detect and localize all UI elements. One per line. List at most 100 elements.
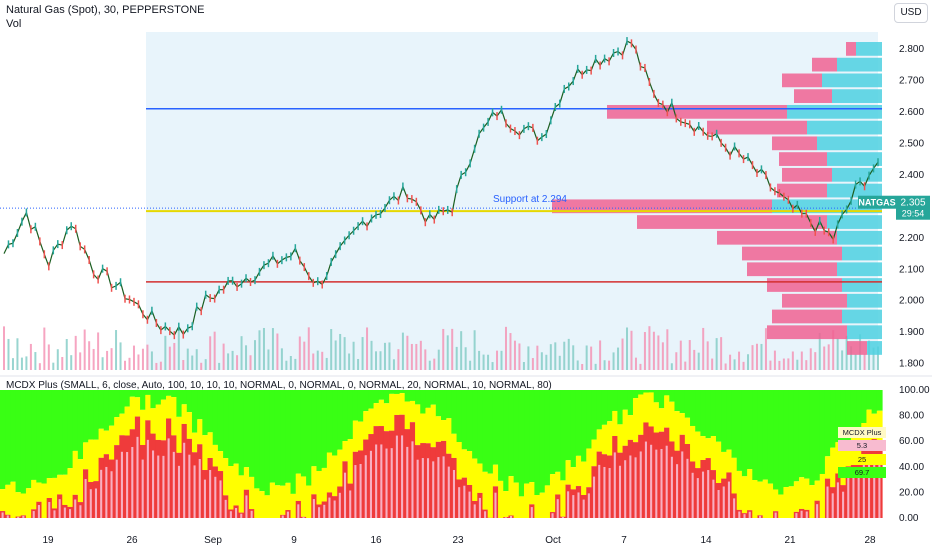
mcdx-pink-bar — [608, 468, 611, 518]
mcdx-yellow-bar — [217, 451, 224, 472]
mcdx-green-bar — [207, 390, 214, 433]
volume-bar — [496, 350, 499, 370]
volume-bar — [711, 358, 714, 370]
volume-profile-up — [832, 89, 882, 103]
mcdx-green-bar — [383, 390, 390, 404]
mcdx-pink-bar — [380, 444, 383, 518]
currency-button[interactable]: USD — [894, 3, 928, 23]
volume-bar — [554, 342, 557, 370]
volume-bar — [11, 358, 14, 370]
mcdx-green-bar — [36, 390, 43, 483]
mcdx-yellow-bar — [15, 492, 22, 517]
mcdx-yellow-bar — [202, 435, 209, 471]
mcdx-yellow-bar — [274, 485, 281, 518]
volume-profile-up — [787, 104, 882, 119]
volume-profile-down — [707, 120, 807, 135]
x-tick-label: 28 — [864, 535, 876, 546]
mcdx-pink-bar — [235, 507, 238, 518]
mcdx-pink-bar — [94, 488, 98, 518]
mcdx-green-bar — [0, 390, 6, 490]
mcdx-yellow-bar — [259, 491, 266, 518]
mcdx-yellow-bar — [166, 395, 172, 419]
volume-profile-down — [779, 152, 827, 166]
mcdx-yellow-bar — [0, 489, 6, 512]
mcdx-pink-bar — [458, 487, 461, 518]
volume-profile-down — [812, 57, 837, 72]
mcdx-yellow-bar — [446, 418, 452, 454]
mcdx-yellow-bar — [617, 424, 624, 453]
volume-bar — [56, 349, 59, 370]
mcdx-yellow-bar — [228, 466, 235, 510]
mcdx-yellow-bar — [721, 451, 727, 479]
mcdx-yellow-bar — [103, 430, 110, 455]
mcdx-green-bar — [409, 390, 416, 401]
x-tick-label: Sep — [204, 535, 222, 546]
volume-bar — [487, 354, 490, 370]
volume-bar — [7, 338, 10, 370]
mcdx-green-bar — [124, 390, 131, 407]
mcdx-green-bar — [508, 390, 515, 477]
mcdx-pink-bar — [530, 507, 533, 518]
mcdx-green-bar — [570, 390, 577, 468]
mcdx-yellow-bar — [352, 420, 359, 452]
volume-profile-up — [856, 42, 882, 56]
mcdx-yellow-bar — [420, 413, 427, 444]
volume-bar — [83, 329, 86, 370]
volume-bar — [339, 333, 342, 370]
mcdx-green-bar — [861, 390, 868, 424]
mcdx-yellow-bar — [51, 477, 58, 509]
volume-bar — [639, 363, 642, 370]
mcdx-yellow-bar — [529, 482, 535, 505]
volume-bar — [343, 337, 346, 370]
mcdx-green-bar — [274, 390, 281, 486]
mcdx-green-bar — [498, 390, 504, 481]
mcdx-yellow-bar — [430, 404, 437, 448]
volume-bar — [74, 335, 77, 370]
volume-bar — [558, 355, 561, 370]
mcdx-pink-bar — [670, 456, 673, 518]
mcdx-yellow-bar — [752, 480, 759, 518]
volume-bar — [92, 348, 95, 370]
mcdx-green-bar — [679, 390, 686, 414]
volume-profile-up — [827, 152, 882, 166]
volume-bar — [599, 340, 602, 370]
mcdx-yellow-bar — [280, 485, 286, 515]
mcdx-pink-bar — [722, 486, 725, 518]
mcdx-yellow-bar — [819, 473, 826, 518]
mcdx-yellow-bar — [409, 400, 416, 423]
mcdx-green-bar — [404, 390, 411, 402]
mcdx-pink-bar — [800, 510, 803, 518]
volume-bar — [173, 342, 176, 370]
mcdx-pink-bar — [655, 449, 658, 518]
mcdx-pink-bar — [188, 454, 191, 518]
mcdx-green-bar — [114, 390, 120, 418]
volume-bar — [787, 358, 790, 370]
volume-profile-down — [767, 278, 842, 292]
mcdx-green-bar — [295, 390, 302, 474]
mcdx-pink-bar — [831, 493, 834, 518]
mcdx-yellow-bar — [482, 471, 489, 510]
mcdx-green-bar — [466, 390, 473, 452]
mcdx-pink-bar — [867, 462, 871, 518]
volume-bar — [325, 357, 328, 370]
mcdx-green-bar — [88, 390, 94, 440]
volume-bar — [791, 351, 794, 370]
mcdx-yellow-bar — [108, 425, 115, 460]
mcdx-pink-bar — [836, 482, 839, 518]
volume-bar — [401, 332, 404, 370]
mcdx-pink-bar — [795, 513, 798, 518]
volume-bar — [518, 343, 521, 370]
volume-bar — [29, 343, 32, 370]
volume-bar — [258, 330, 261, 370]
mcdx-green-bar — [684, 390, 691, 418]
volume-bar — [760, 343, 763, 370]
mcdx-green-bar — [280, 390, 286, 486]
mcdx-green-bar — [736, 390, 743, 471]
mcdx-pink-bar — [89, 489, 92, 518]
mcdx-green-bar — [233, 390, 240, 464]
volume-bar — [146, 344, 149, 370]
mcdx-green-bar — [804, 390, 810, 479]
mcdx-pink-bar — [873, 454, 876, 518]
mcdx-green-bar — [492, 390, 499, 465]
